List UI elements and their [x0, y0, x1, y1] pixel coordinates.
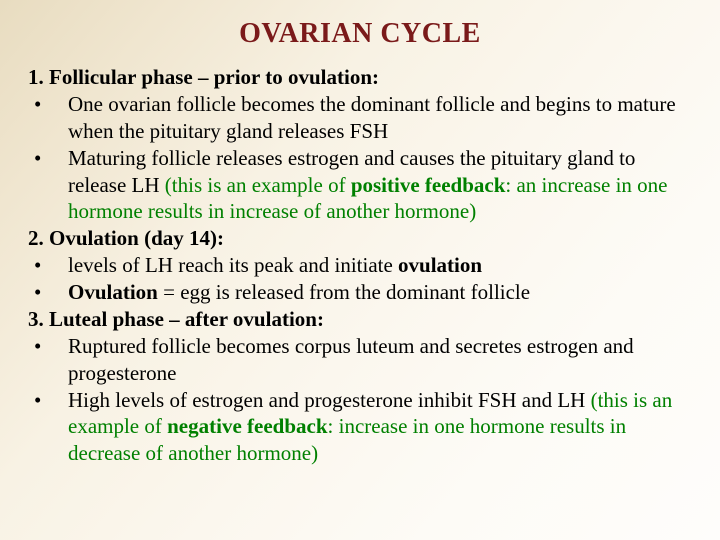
bullet-text: Ovulation = egg is released from the dom… — [68, 279, 692, 306]
section-heading: 2. Ovulation (day 14): — [28, 225, 692, 252]
key-term: ovulation — [398, 253, 482, 277]
slide-body: 1. Follicular phase – prior to ovulation… — [28, 64, 692, 467]
feedback-term: positive feedback — [351, 173, 506, 197]
bullet-item: • Maturing follicle releases estrogen an… — [28, 145, 692, 226]
bullet-item: • Ruptured follicle becomes corpus luteu… — [28, 333, 692, 387]
bullet-text: One ovarian follicle becomes the dominan… — [68, 91, 692, 145]
text-span: High levels of estrogen and progesterone… — [68, 388, 591, 412]
key-term: Ovulation — [68, 280, 158, 304]
slide-title: OVARIAN CYCLE — [28, 18, 692, 50]
bullet-marker: • — [34, 145, 68, 172]
text-span: = egg is released from the dominant foll… — [158, 280, 530, 304]
bullet-marker: • — [34, 279, 68, 306]
bullet-item: • One ovarian follicle becomes the domin… — [28, 91, 692, 145]
bullet-marker: • — [34, 91, 68, 118]
text-span: levels of LH reach its peak and initiate — [68, 253, 398, 277]
bullet-text: levels of LH reach its peak and initiate… — [68, 252, 692, 279]
bullet-marker: • — [34, 387, 68, 414]
bullet-marker: • — [34, 333, 68, 360]
bullet-text: High levels of estrogen and progesterone… — [68, 387, 692, 468]
bullet-item: • High levels of estrogen and progestero… — [28, 387, 692, 468]
section-heading: 1. Follicular phase – prior to ovulation… — [28, 64, 692, 91]
bullet-text: Ruptured follicle becomes corpus luteum … — [68, 333, 692, 387]
section-heading: 3. Luteal phase – after ovulation: — [28, 306, 692, 333]
bullet-item: • levels of LH reach its peak and initia… — [28, 252, 692, 279]
bullet-item: • Ovulation = egg is released from the d… — [28, 279, 692, 306]
text-span: (this is an example of — [165, 173, 351, 197]
feedback-term: negative feedback — [167, 414, 327, 438]
bullet-marker: • — [34, 252, 68, 279]
bullet-text: Maturing follicle releases estrogen and … — [68, 145, 692, 226]
